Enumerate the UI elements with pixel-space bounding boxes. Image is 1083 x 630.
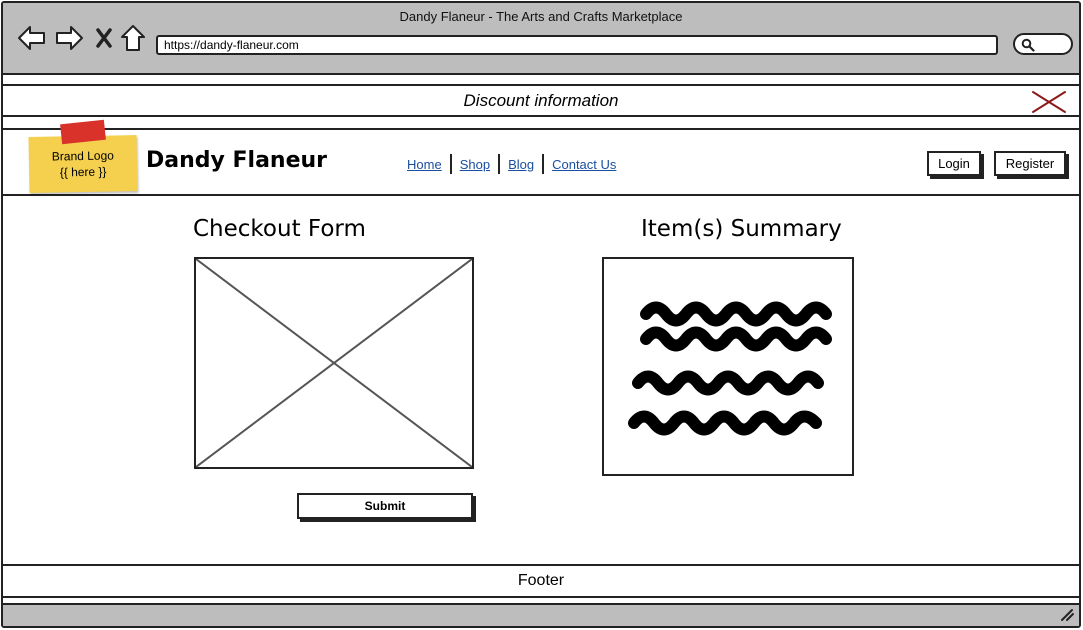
nav-contact-link[interactable]: Contact Us	[552, 156, 617, 172]
site-header: Brand Logo {{ here }} Dandy Flaneur Home…	[3, 119, 1079, 196]
nav-divider	[542, 154, 545, 174]
register-button[interactable]: Register	[994, 151, 1066, 176]
discount-banner: Discount information	[3, 84, 1079, 117]
item-summary-box	[602, 257, 854, 476]
resize-grip-icon[interactable]	[1059, 608, 1075, 626]
browser-toolbar: Dandy Flaneur - The Arts and Crafts Mark…	[3, 3, 1079, 75]
scribble-text-placeholder	[628, 301, 832, 436]
browser-status-bar	[3, 603, 1079, 626]
logo-line1: Brand Logo	[51, 148, 115, 164]
login-button[interactable]: Login	[927, 151, 981, 176]
discount-text: Discount information	[463, 91, 619, 110]
checkout-form-placeholder	[194, 257, 474, 469]
nav-blog-link[interactable]: Blog	[508, 156, 535, 172]
nav-home-link[interactable]: Home	[407, 156, 442, 172]
nav-shop-link[interactable]: Shop	[459, 156, 491, 172]
footer-text: Footer	[517, 572, 565, 589]
url-input[interactable]: https://dandy-flaneur.com	[156, 35, 998, 55]
nav-divider	[449, 154, 452, 174]
window-title: Dandy Flaneur - The Arts and Crafts Mark…	[399, 9, 683, 24]
close-icon[interactable]	[1031, 89, 1067, 120]
nav-divider	[498, 154, 501, 174]
stop-icon[interactable]	[89, 23, 119, 53]
forward-icon[interactable]	[54, 23, 84, 53]
submit-button[interactable]: Submit	[297, 493, 473, 519]
browser-search-field[interactable]	[1013, 33, 1073, 55]
brand-name: Dandy Flaneur	[146, 148, 328, 173]
checkout-form-title: Checkout Form	[193, 216, 366, 242]
main-nav: Home Shop Blog Contact Us	[407, 154, 616, 174]
brand-logo-placeholder[interactable]: Brand Logo {{ here }}	[28, 135, 138, 193]
home-icon[interactable]	[118, 23, 148, 53]
search-icon	[1021, 38, 1035, 57]
site-footer: Footer	[3, 564, 1079, 598]
back-icon[interactable]	[17, 23, 47, 53]
logo-line2: {{ here }}	[59, 164, 107, 180]
item-summary-title: Item(s) Summary	[641, 216, 842, 242]
